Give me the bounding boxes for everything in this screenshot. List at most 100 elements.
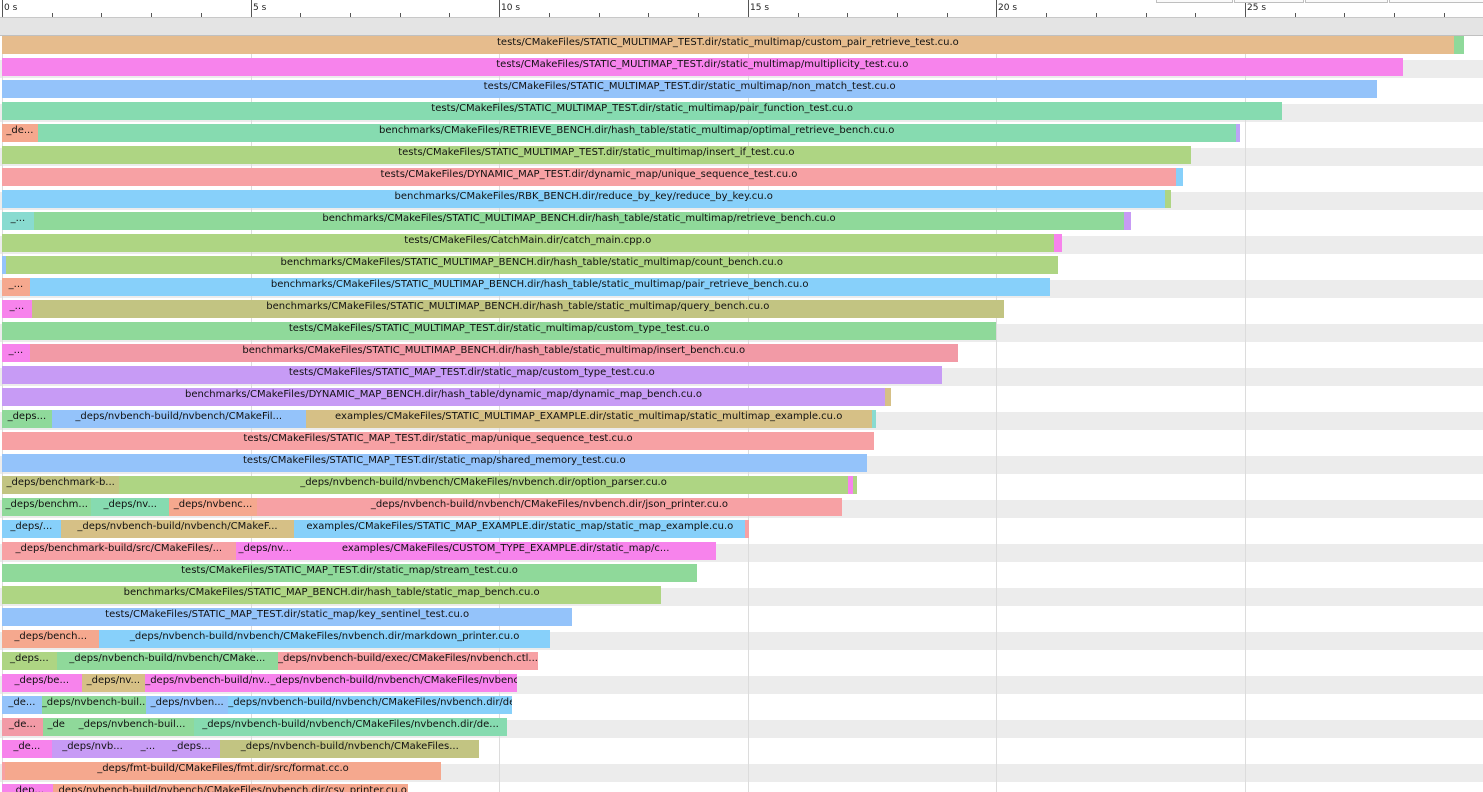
build-task-bar[interactable]: _deps... xyxy=(2,410,52,428)
build-task-bar[interactable]: _... xyxy=(2,300,32,318)
build-task-bar[interactable] xyxy=(1453,36,1465,54)
build-task-bar[interactable]: tests/CMakeFiles/STATIC_MULTIMAP_TEST.di… xyxy=(2,146,1191,164)
build-task-bar[interactable]: _deps/nvbench-build/nvbench/CMakeFiles/n… xyxy=(270,674,518,692)
build-task-bar[interactable]: _deps/fmt-build/CMakeFiles/fmt.dir/src/f… xyxy=(4,762,441,780)
minor-tick xyxy=(1295,13,1296,17)
build-task-bar[interactable] xyxy=(871,410,877,428)
build-task-bar[interactable] xyxy=(852,476,857,494)
toolbar-button[interactable] xyxy=(1234,0,1304,3)
build-task-bar[interactable]: _deps/nvbench-build/nvbench/CMakeFil... xyxy=(51,410,306,428)
build-task-bar[interactable]: tests/CMakeFiles/STATIC_MULTIMAP_TEST.di… xyxy=(2,322,997,340)
build-task-bar[interactable]: _deps/nvbench-build/nvbench/CMakeFiles/n… xyxy=(194,718,507,736)
build-task-bar[interactable]: _deps... xyxy=(162,740,221,758)
build-task-bar[interactable]: benchmarks/CMakeFiles/STATIC_MULTIMAP_BE… xyxy=(33,212,1125,230)
build-task-bar[interactable]: _deps/nv... xyxy=(235,542,295,560)
build-task-bar[interactable]: _de... xyxy=(2,696,42,714)
build-task-bar[interactable]: _deps/nvbenc... xyxy=(169,498,258,516)
build-task-bar[interactable] xyxy=(2,762,5,780)
build-task-bar[interactable]: _... xyxy=(133,740,163,758)
build-task-bar[interactable]: _deps/nv... xyxy=(81,674,146,692)
build-task-bar[interactable]: _deps/bench... xyxy=(2,630,100,648)
build-task-bar[interactable]: tests/CMakeFiles/STATIC_MAP_TEST.dir/sta… xyxy=(2,454,867,472)
build-task-bar[interactable]: _deps/nvben... xyxy=(146,696,229,714)
minor-tick xyxy=(1195,13,1196,17)
build-task-bar[interactable]: _... xyxy=(2,278,30,296)
toolbar-button[interactable] xyxy=(1305,0,1388,3)
build-task-bar[interactable]: tests/CMakeFiles/STATIC_MULTIMAP_TEST.di… xyxy=(2,102,1283,120)
tick-label: 20 s xyxy=(998,3,1018,13)
build-task-bar[interactable]: tests/CMakeFiles/STATIC_MAP_TEST.dir/sta… xyxy=(2,366,942,384)
build-task-bar[interactable]: _deps/nvbench-build/nvbench/CMakeFiles/n… xyxy=(257,498,842,516)
build-task-bar[interactable]: tests/CMakeFiles/STATIC_MAP_TEST.dir/sta… xyxy=(2,608,573,626)
build-task-bar[interactable]: benchmarks/CMakeFiles/RBK_BENCH.dir/redu… xyxy=(2,190,1166,208)
build-task-bar[interactable]: _dep... xyxy=(2,784,53,792)
build-task-bar[interactable]: tests/CMakeFiles/DYNAMIC_MAP_TEST.dir/dy… xyxy=(2,168,1176,186)
time-ruler: 0 s 5 s 10 s 15 s 20 s 25 s xyxy=(0,0,1483,18)
build-task-bar[interactable]: _de... xyxy=(2,718,43,736)
build-task-bar[interactable]: _deps/... xyxy=(2,520,61,538)
major-tick xyxy=(748,0,749,17)
build-task-bar[interactable]: _deps/benchm... xyxy=(2,498,92,516)
build-task-bar[interactable]: _deps/nv... xyxy=(91,498,170,516)
build-task-bar[interactable]: _de xyxy=(42,718,70,736)
build-task-bar[interactable]: _deps/nvbench-buil... xyxy=(41,696,147,714)
minor-tick xyxy=(350,13,351,17)
build-task-bar[interactable]: benchmarks/CMakeFiles/STATIC_MULTIMAP_BE… xyxy=(29,344,958,362)
build-task-bar[interactable]: benchmarks/CMakeFiles/STATIC_MULTIMAP_BE… xyxy=(5,256,1058,274)
tick-label: 25 s xyxy=(1247,3,1267,13)
build-task-bar[interactable]: tests/CMakeFiles/CatchMain.dir/catch_mai… xyxy=(2,234,1054,252)
major-tick xyxy=(251,0,252,17)
build-task-bar[interactable]: _... xyxy=(2,212,34,230)
overview-band xyxy=(0,18,1483,36)
build-task-bar[interactable]: tests/CMakeFiles/STATIC_MULTIMAP_TEST.di… xyxy=(2,58,1403,76)
build-task-bar[interactable]: _deps/nvbench-build/nvbench/CMake... xyxy=(56,652,278,670)
build-task-bar[interactable] xyxy=(2,256,6,274)
build-task-bar[interactable]: examples/CMakeFiles/STATIC_MULTIMAP_EXAM… xyxy=(305,410,872,428)
build-task-bar[interactable]: _... xyxy=(2,344,30,362)
toolbar-button[interactable] xyxy=(1389,0,1483,3)
build-task-bar[interactable]: benchmarks/CMakeFiles/STATIC_MULTIMAP_BE… xyxy=(31,300,1004,318)
build-task-bar[interactable]: _deps/nvbench-build/nvbench/CMakeFiles/n… xyxy=(52,784,408,792)
build-task-bar[interactable]: tests/CMakeFiles/STATIC_MAP_TEST.dir/sta… xyxy=(2,564,698,582)
build-task-bar[interactable]: examples/CMakeFiles/CUSTOM_TYPE_EXAMPLE.… xyxy=(294,542,717,560)
build-task-bar[interactable] xyxy=(1053,234,1062,252)
build-task-bar[interactable]: _de... xyxy=(2,124,38,142)
build-task-bar[interactable]: benchmarks/CMakeFiles/RETRIEVE_BENCH.dir… xyxy=(37,124,1236,142)
build-task-bar[interactable]: _deps/nvbench-build/nvbench/CMakeFiles/n… xyxy=(99,630,550,648)
build-task-bar[interactable]: _deps/nvbench-build/nv... xyxy=(145,674,271,692)
build-task-bar[interactable]: _deps/nvbench-build/nvbench/CMakeFiles/n… xyxy=(119,476,848,494)
major-tick xyxy=(499,0,500,17)
build-task-bar[interactable]: _deps/nvbench-build/nvbench/CMakeF... xyxy=(60,520,295,538)
build-task-bar[interactable]: _deps/benchmark-b... xyxy=(2,476,120,494)
build-task-bar[interactable] xyxy=(847,476,853,494)
build-task-bar[interactable]: tests/CMakeFiles/STATIC_MULTIMAP_TEST.di… xyxy=(2,80,1378,98)
build-task-bar[interactable] xyxy=(1165,190,1171,208)
build-task-bar[interactable]: benchmarks/CMakeFiles/STATIC_MAP_BENCH.d… xyxy=(2,586,662,604)
build-task-bar[interactable]: tests/CMakeFiles/STATIC_MULTIMAP_TEST.di… xyxy=(2,36,1454,54)
major-tick xyxy=(1245,0,1246,17)
build-task-bar[interactable]: tests/CMakeFiles/STATIC_MAP_TEST.dir/sta… xyxy=(2,432,875,450)
build-task-bar[interactable]: _deps/nvbench-build/nvbench/CMakeFiles/n… xyxy=(228,696,512,714)
toolbar-button[interactable] xyxy=(1156,0,1233,3)
minor-tick xyxy=(1344,13,1345,17)
build-task-bar[interactable]: _deps/nvb... xyxy=(51,740,134,758)
build-task-bar[interactable]: examples/CMakeFiles/STATIC_MAP_EXAMPLE.d… xyxy=(294,520,746,538)
build-task-bar[interactable] xyxy=(885,388,891,406)
minor-tick xyxy=(698,13,699,17)
build-task-bar[interactable] xyxy=(745,520,749,538)
build-task-bar[interactable]: benchmarks/CMakeFiles/STATIC_MULTIMAP_BE… xyxy=(29,278,1050,296)
build-task-bar[interactable]: _deps/nvbench-build/nvbench/CMakeFiles..… xyxy=(220,740,480,758)
build-task-bar[interactable]: _deps... xyxy=(2,652,57,670)
build-task-bar[interactable] xyxy=(1175,168,1183,186)
build-task-bar[interactable]: _deps/nvbench-buil... xyxy=(69,718,195,736)
build-task-bar[interactable]: _deps/benchmark-build/src/CMakeFiles/... xyxy=(2,542,236,560)
build-task-bar[interactable] xyxy=(1235,124,1241,142)
build-task-bar[interactable]: _deps/nvbench-build/exec/CMakeFiles/nvbe… xyxy=(277,652,538,670)
build-task-bar[interactable] xyxy=(1124,212,1132,230)
build-task-bar[interactable]: benchmarks/CMakeFiles/DYNAMIC_MAP_BENCH.… xyxy=(2,388,886,406)
minor-tick xyxy=(101,13,102,17)
minor-tick xyxy=(847,13,848,17)
minor-tick xyxy=(1096,13,1097,17)
build-task-bar[interactable]: _de... xyxy=(2,740,52,758)
build-task-bar[interactable]: _deps/be... xyxy=(2,674,82,692)
